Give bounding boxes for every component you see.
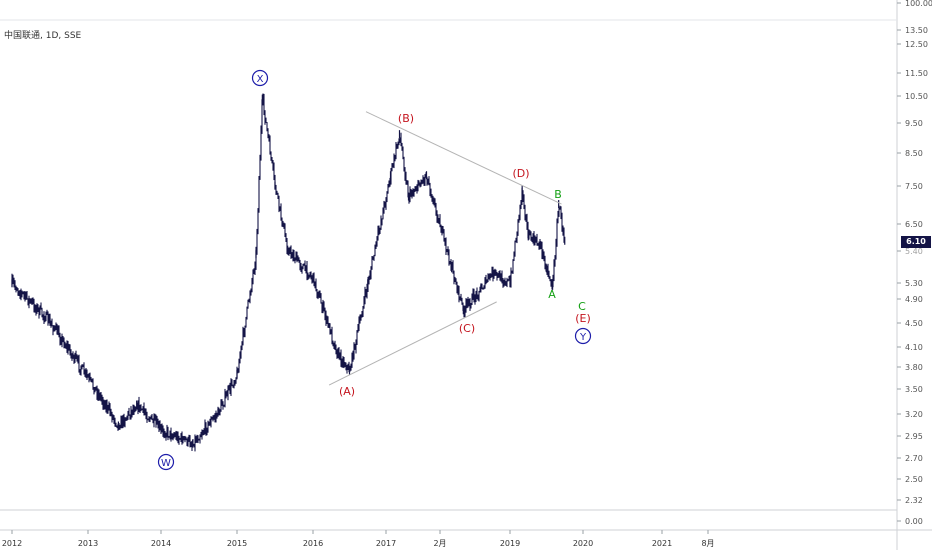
x-tick-label: 2月 [433,539,446,548]
x-tick-label: 2015 [227,539,247,548]
y-tick-label: 4.50 [905,319,923,328]
upper-trendline[interactable] [365,111,562,205]
wave-label[interactable]: (C) [459,322,475,335]
y-tick-label: 2.95 [905,432,923,441]
symbol-label: 中国联通, 1D, SSE [4,31,82,41]
y-tick-label: 11.50 [905,69,928,78]
y-tick-label: 100.00 [905,0,932,8]
y-tick-label: 9.50 [905,119,923,128]
y-tick-label: 7.50 [905,182,923,191]
y-tick-label: 13.50 [905,26,928,35]
wave-label[interactable]: (A) [339,385,355,398]
y-tick-label: 4.90 [905,295,923,304]
wave-label[interactable]: C [578,300,586,313]
x-tick-label: 2021 [652,539,672,548]
x-tick-label: 8月 [701,539,714,548]
x-tick-label: 2013 [78,539,98,548]
y-tick-label: 3.80 [905,363,923,372]
x-tick-label: 2020 [573,539,593,548]
y-tick-label: 5.30 [905,279,923,288]
x-tick-label: 2016 [303,539,323,548]
y-tick-label: 12.50 [905,40,928,49]
y-tick-label: 5.40 [905,247,923,256]
x-tick-label: 2019 [500,539,520,548]
wave-label[interactable]: X [257,74,264,85]
wave-label[interactable]: A [548,288,556,301]
price-bars [11,93,566,452]
wave-label-circle [251,69,269,87]
y-tick-label: 4.10 [905,343,923,352]
y-tick-label: 2.70 [905,454,923,463]
wave-label[interactable]: W [161,458,171,469]
x-tick-label: 2012 [2,539,22,548]
last-price-badge: 6.10 [901,236,931,248]
wave-label[interactable]: B [554,188,562,201]
lower-trendline[interactable] [328,301,497,386]
wave-label-circle [157,453,175,471]
y-tick-label: 3.20 [905,410,923,419]
y-tick-label: 0.00 [905,517,923,526]
wave-label[interactable]: Y [579,332,587,343]
y-tick-label: 2.32 [905,496,923,505]
wave-label[interactable]: (B) [398,112,414,125]
x-tick-label: 2014 [151,539,171,548]
wave-label[interactable]: (D) [512,167,529,180]
y-tick-label: 10.50 [905,92,928,101]
y-tick-label: 2.50 [905,475,923,484]
y-tick-label: 3.50 [905,385,923,394]
x-tick-label: 2017 [376,539,396,548]
wave-label-circle [574,327,592,345]
y-tick-label: 8.50 [905,149,923,158]
wave-label[interactable]: (E) [575,312,591,325]
y-tick-label: 6.50 [905,220,923,229]
